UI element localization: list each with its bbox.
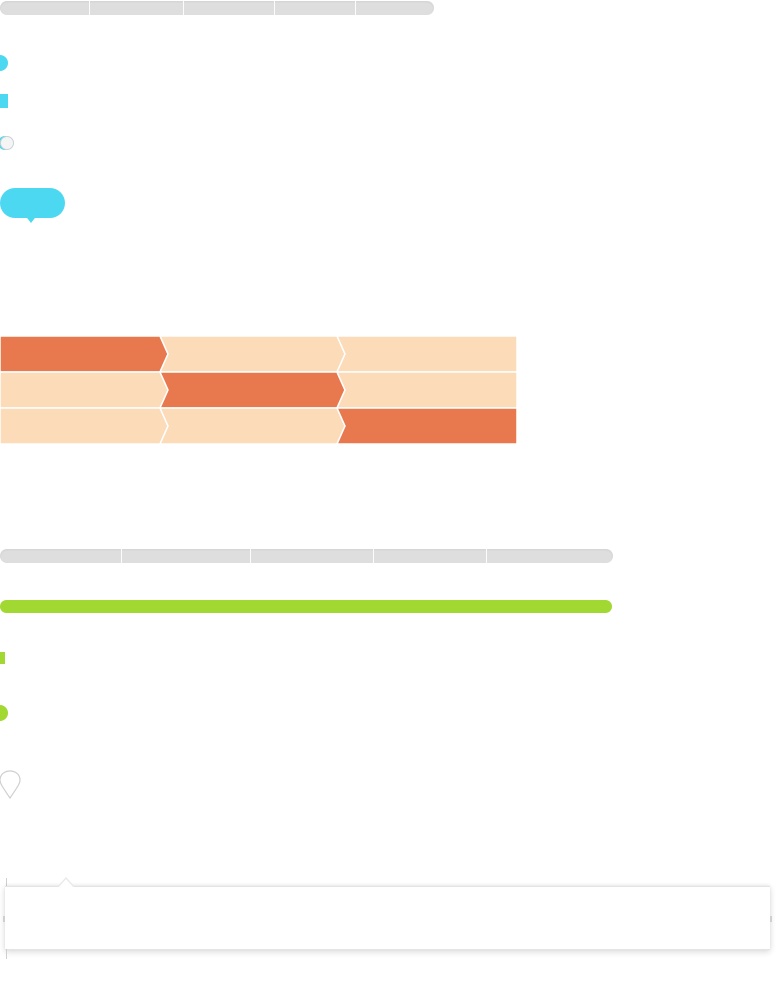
card-handle-right[interactable] — [770, 916, 772, 922]
segmented-track-bottom[interactable] — [0, 549, 613, 563]
green-radio-dot[interactable] — [0, 705, 8, 721]
step-chevron[interactable] — [335, 336, 517, 373]
step-progress-grid — [0, 336, 517, 444]
step-chevron[interactable] — [335, 371, 517, 409]
card-guide-line — [6, 878, 7, 886]
popover-card — [3, 877, 772, 950]
tooltip-bubble — [0, 188, 65, 223]
cyan-radio-dot[interactable] — [0, 55, 8, 71]
card-notch-inner — [58, 879, 74, 888]
track-divider — [250, 549, 251, 563]
track-divider — [355, 1, 356, 15]
cyan-checkbox[interactable] — [0, 94, 8, 108]
track-divider — [121, 549, 122, 563]
track-divider — [89, 1, 90, 15]
step-chevron-active[interactable] — [158, 371, 346, 409]
map-pin-icon[interactable] — [0, 770, 24, 800]
toggle-switch[interactable] — [0, 135, 18, 151]
segmented-track-top[interactable] — [0, 1, 434, 15]
step-chevron[interactable] — [0, 371, 169, 409]
toggle-knob[interactable] — [0, 136, 14, 150]
card-guide-line — [6, 949, 7, 959]
step-chevron-active[interactable] — [0, 336, 169, 373]
track-divider — [486, 549, 487, 563]
step-chevron[interactable] — [158, 407, 346, 444]
tooltip-tail — [24, 214, 38, 223]
track-divider — [373, 549, 374, 563]
green-checkbox[interactable] — [0, 652, 5, 664]
track-divider — [274, 1, 275, 15]
step-chevron-active[interactable] — [335, 407, 517, 444]
track-divider — [183, 1, 184, 15]
card-handle-left[interactable] — [3, 916, 5, 922]
progress-bar-green — [0, 600, 612, 613]
step-chevron[interactable] — [158, 336, 346, 373]
step-chevron[interactable] — [0, 407, 169, 444]
